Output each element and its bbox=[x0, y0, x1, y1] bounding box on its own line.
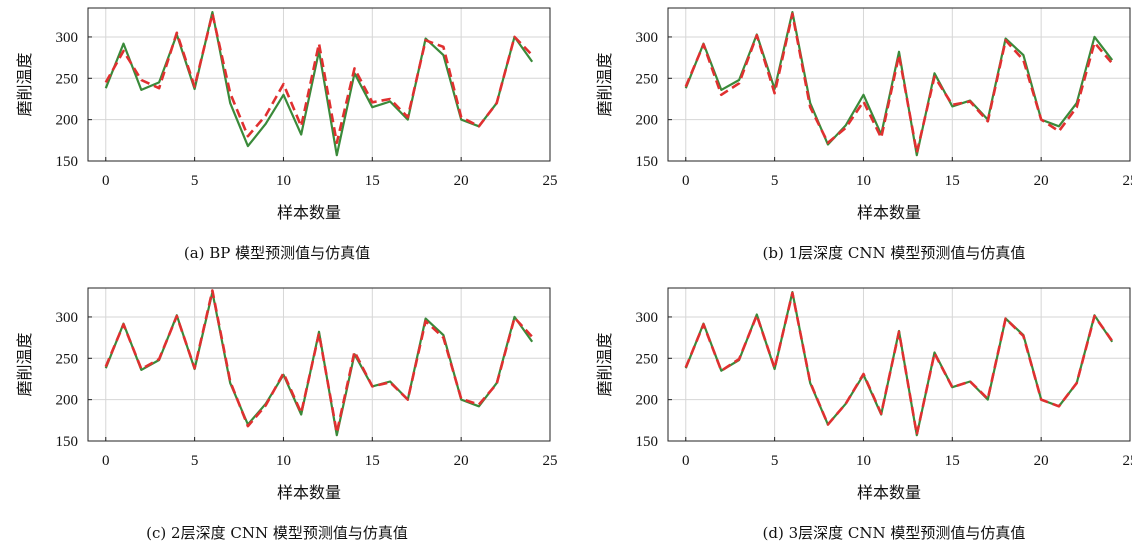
x-tick-label: 20 bbox=[1034, 173, 1049, 189]
x-tick-label: 0 bbox=[682, 453, 690, 469]
series-line-1 bbox=[104, 289, 534, 435]
x-tick-label: 15 bbox=[945, 453, 960, 469]
plot-frame bbox=[87, 7, 551, 162]
x-axis-label: 样本数量 bbox=[857, 203, 921, 222]
x-tick-label: 5 bbox=[771, 453, 779, 469]
y-tick-label: 300 bbox=[636, 30, 659, 46]
x-tick-label: 10 bbox=[856, 453, 871, 469]
x-tick-label: 25 bbox=[543, 173, 558, 189]
x-axis-label: 样本数量 bbox=[277, 203, 341, 222]
y-axis-label: 磨削温度 bbox=[15, 332, 34, 396]
x-tick-label: 5 bbox=[771, 173, 779, 189]
series-line-1 bbox=[104, 12, 534, 145]
series-line-1 bbox=[684, 12, 1114, 154]
y-tick-label: 200 bbox=[636, 113, 659, 129]
panel-caption: (b) 1层深度 CNN 模型预测值与仿真值 bbox=[763, 244, 1026, 262]
y-tick-label: 150 bbox=[636, 154, 659, 170]
x-tick-label: 5 bbox=[191, 173, 199, 189]
plot-frame bbox=[667, 287, 1131, 442]
panel-b: 0 5 10 15 20 25 150 200 250 300 样本数量 磨削温度 (b) 1层深度 C… bbox=[595, 7, 1132, 262]
y-tick-label: 250 bbox=[56, 71, 79, 87]
x-tick-label: 10 bbox=[856, 173, 871, 189]
x-tick-label: 15 bbox=[365, 453, 380, 469]
x-tick-label: 10 bbox=[276, 173, 291, 189]
panel-d: 0 5 10 15 20 25 150 200 250 300 样本数量 磨削温度 (d) 3层深度 C… bbox=[595, 287, 1132, 542]
x-tick-label: 25 bbox=[1123, 173, 1132, 189]
panel-caption: (d) 3层深度 CNN 模型预测值与仿真值 bbox=[763, 524, 1026, 542]
panel-caption: (c) 2层深度 CNN 模型预测值与仿真值 bbox=[146, 524, 408, 542]
x-tick-label: 0 bbox=[102, 453, 110, 469]
x-tick-label: 0 bbox=[682, 173, 690, 189]
y-tick-label: 300 bbox=[636, 310, 659, 326]
y-tick-label: 200 bbox=[636, 393, 659, 409]
panel-caption: (a) BP 模型预测值与仿真值 bbox=[184, 244, 370, 262]
y-tick-label: 300 bbox=[56, 310, 79, 326]
x-tick-label: 20 bbox=[454, 173, 469, 189]
x-tick-label: 25 bbox=[543, 453, 558, 469]
x-axis-label: 样本数量 bbox=[277, 483, 341, 502]
panel-a: 0 5 10 15 20 25 150 200 250 300 样本数量 磨削温度 (a) BP 模型预… bbox=[15, 7, 558, 262]
plot-area bbox=[88, 8, 550, 161]
y-tick-label: 250 bbox=[56, 351, 79, 367]
x-tick-label: 20 bbox=[1034, 453, 1049, 469]
plot-area bbox=[88, 288, 550, 441]
plot-area bbox=[668, 8, 1130, 161]
y-tick-label: 250 bbox=[636, 351, 659, 367]
x-tick-label: 5 bbox=[191, 453, 199, 469]
y-axis-label: 磨削温度 bbox=[595, 52, 614, 116]
x-tick-label: 25 bbox=[1123, 453, 1132, 469]
plot-frame bbox=[87, 287, 551, 442]
y-tick-label: 200 bbox=[56, 393, 79, 409]
y-axis-label: 磨削温度 bbox=[15, 52, 34, 116]
x-tick-label: 10 bbox=[276, 453, 291, 469]
plot-frame bbox=[667, 7, 1131, 162]
y-tick-label: 150 bbox=[56, 154, 79, 170]
y-axis-label: 磨削温度 bbox=[595, 332, 614, 396]
y-tick-label: 150 bbox=[56, 434, 79, 450]
y-tick-label: 250 bbox=[636, 71, 659, 87]
series-line-1 bbox=[684, 291, 1114, 436]
y-tick-label: 150 bbox=[636, 434, 659, 450]
x-tick-label: 0 bbox=[102, 173, 110, 189]
y-tick-label: 200 bbox=[56, 113, 79, 129]
x-axis-label: 样本数量 bbox=[857, 483, 921, 502]
x-tick-label: 15 bbox=[365, 173, 380, 189]
x-tick-label: 20 bbox=[454, 453, 469, 469]
x-tick-label: 15 bbox=[945, 173, 960, 189]
y-tick-label: 300 bbox=[56, 30, 79, 46]
plot-area bbox=[668, 288, 1130, 441]
panel-c: 0 5 10 15 20 25 150 200 250 300 样本数量 磨削温度 (c) 2层深度 C… bbox=[15, 287, 558, 542]
